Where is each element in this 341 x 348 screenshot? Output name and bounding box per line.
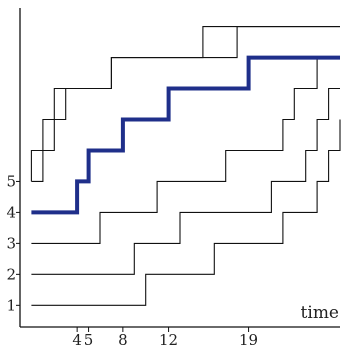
y-tick-label: 3 <box>6 234 16 252</box>
series-line-2 <box>31 87 340 275</box>
x-tick-label: 8 <box>118 331 128 348</box>
y-tick-label: 2 <box>6 265 16 283</box>
y-tick-label: 4 <box>6 203 16 221</box>
y-tick-label: 5 <box>6 172 16 190</box>
x-axis-label: time <box>301 303 339 323</box>
highlight-series-line <box>31 55 340 215</box>
y-tick-layer: 1 2 3 4 5 <box>6 172 20 314</box>
y-tick-label: 1 <box>6 296 16 314</box>
x-tick-label: 19 <box>239 331 258 348</box>
x-tick-label: 5 <box>84 331 94 348</box>
x-tick-layer: 4 5 8 12 19 <box>72 327 258 348</box>
x-tick-label: 12 <box>159 331 178 348</box>
series-line-3 <box>31 57 340 244</box>
series-line-6 <box>31 26 340 182</box>
x-tick-label: 4 <box>72 331 82 348</box>
series-layer <box>30 26 341 306</box>
series-line-1 <box>31 119 341 306</box>
series-line-5 <box>30 26 340 182</box>
